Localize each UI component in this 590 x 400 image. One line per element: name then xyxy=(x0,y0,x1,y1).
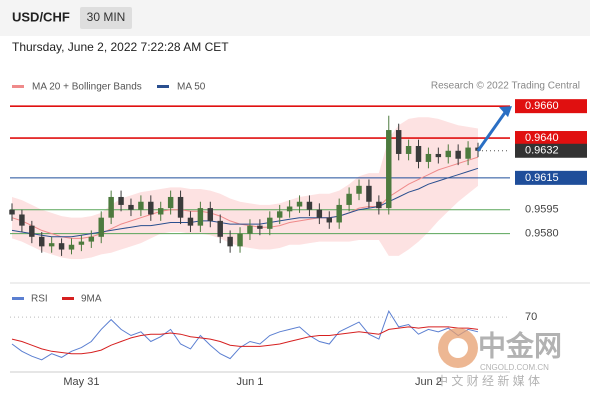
legend-swatch xyxy=(157,85,169,88)
candle-body xyxy=(39,236,45,247)
candle-body xyxy=(445,150,451,158)
candle-body xyxy=(257,225,263,229)
candle-body xyxy=(286,206,293,212)
watermark-brand: 中金网 xyxy=(478,329,562,361)
candle-body xyxy=(346,193,352,205)
candle-body xyxy=(425,153,432,162)
legend-label: RSI xyxy=(31,294,48,305)
watermark: 中金网 CNGOLD.COM.CN 中 文 财 经 新 媒 体 xyxy=(436,328,562,388)
timeframe-box xyxy=(80,7,132,29)
legend-swatch xyxy=(62,297,74,300)
level-label: 0.9595 xyxy=(525,204,559,216)
candle-body xyxy=(455,150,461,159)
candle-body xyxy=(128,204,134,210)
candle-body xyxy=(296,201,303,207)
candle-body xyxy=(88,236,95,242)
candle-body xyxy=(138,201,144,210)
candle-body xyxy=(267,217,273,229)
candle-body xyxy=(187,217,194,226)
candle-body xyxy=(316,209,323,218)
candle-body xyxy=(207,208,214,221)
level-label: 0.9660 xyxy=(525,100,559,112)
x-tick-label: May 31 xyxy=(63,376,99,388)
rsi-line xyxy=(11,309,479,361)
candle-body xyxy=(405,145,412,154)
level-label: 0.9640 xyxy=(525,132,559,144)
candle-body xyxy=(108,196,114,218)
candle-body xyxy=(197,208,204,226)
candle-body xyxy=(9,209,15,215)
target-arrowhead xyxy=(499,106,512,118)
ma-line xyxy=(11,167,479,238)
candle-body xyxy=(68,244,75,250)
x-tick-label: Jun 2 xyxy=(415,376,442,388)
rsi-tick-label: 70 xyxy=(525,311,537,323)
candle-body xyxy=(306,201,313,210)
symbol: USD/CHF xyxy=(12,9,70,24)
candle-body xyxy=(217,220,223,237)
candle-body xyxy=(78,241,85,245)
level-label-box xyxy=(515,99,587,114)
candle-body xyxy=(376,201,382,209)
candle-body xyxy=(435,153,442,158)
candle-body xyxy=(227,236,233,247)
candle-body xyxy=(386,130,392,209)
candle-body xyxy=(58,243,65,250)
watermark-logo-inner xyxy=(448,338,468,358)
candle-body xyxy=(98,217,104,237)
candle-body xyxy=(19,214,25,226)
date-time: Thursday, June 2, 2022 7:22:28 AM CET xyxy=(12,40,229,54)
candle-body xyxy=(276,211,283,218)
candle-body xyxy=(465,147,471,159)
level-label: 0.9580 xyxy=(525,228,559,240)
bollinger-band xyxy=(12,117,478,260)
legend-label: 9MA xyxy=(81,294,102,305)
x-tick-label: Jun 1 xyxy=(236,376,263,388)
legend-label: MA 50 xyxy=(177,82,206,93)
candle-body xyxy=(336,204,342,223)
level-label: 0.9632 xyxy=(525,145,559,157)
level-label-box xyxy=(515,170,587,185)
credit: Research © 2022 Trading Central xyxy=(431,81,580,92)
candle-body xyxy=(157,208,164,215)
candle-body xyxy=(148,201,154,215)
watermark-domain: CNGOLD.COM.CN xyxy=(480,363,549,372)
candle-body xyxy=(118,196,124,205)
target-arrow xyxy=(476,110,508,152)
rsi-line xyxy=(11,326,479,355)
candle-body xyxy=(237,233,243,247)
candle-body xyxy=(415,145,422,162)
candle-body xyxy=(29,225,35,237)
candle-body xyxy=(177,196,184,218)
level-label-box xyxy=(515,131,587,146)
legend-swatch xyxy=(12,85,24,88)
candle-body xyxy=(326,217,333,223)
candle-body xyxy=(356,185,362,194)
watermark-slogan: 中 文 财 经 新 媒 体 xyxy=(436,373,540,388)
level-label: 0.9615 xyxy=(525,172,559,184)
legend-label: MA 20 + Bollinger Bands xyxy=(32,82,142,93)
candle-body xyxy=(247,225,253,234)
candle-body xyxy=(366,185,372,202)
timeframe: 30 MIN xyxy=(87,10,126,24)
candle-body xyxy=(167,196,174,209)
candle-body xyxy=(48,243,55,247)
candle-body xyxy=(395,130,402,154)
level-label-box xyxy=(515,143,587,158)
legend-swatch xyxy=(12,297,24,300)
